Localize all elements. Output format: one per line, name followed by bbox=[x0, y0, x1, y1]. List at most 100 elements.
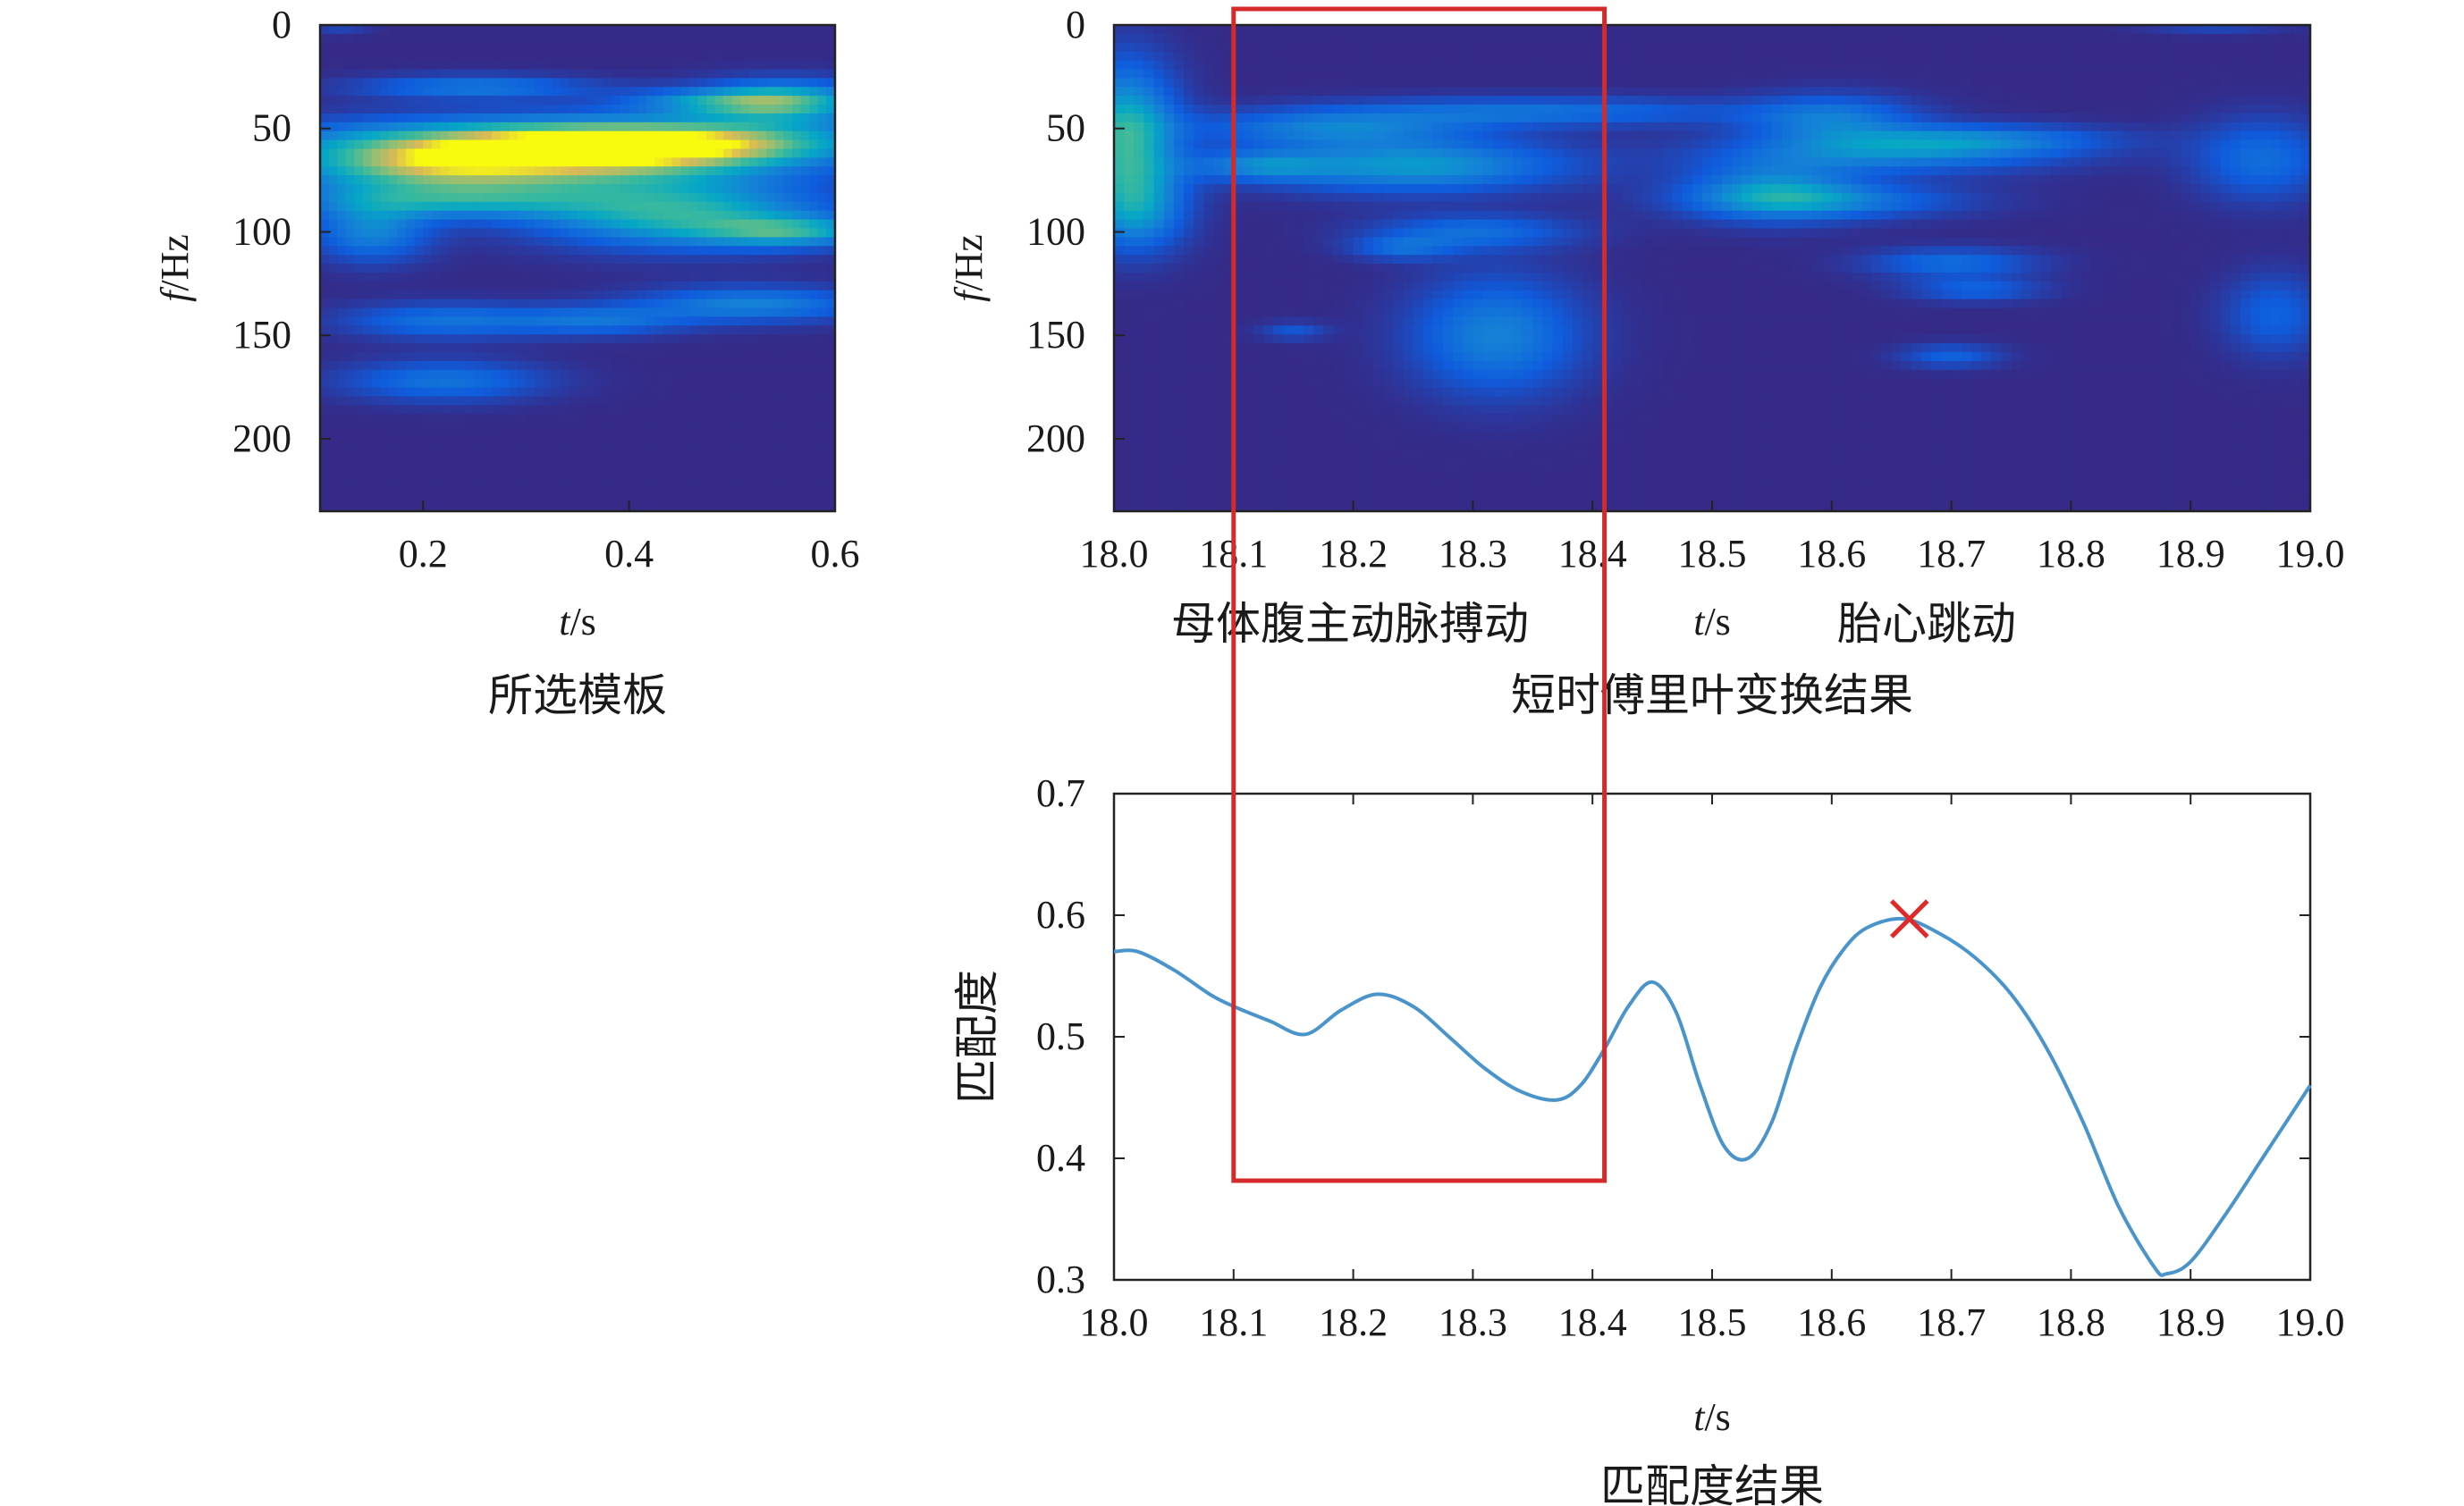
template-cell bbox=[817, 255, 827, 265]
template-cell bbox=[492, 201, 502, 212]
template-cell bbox=[731, 237, 741, 247]
stft-cell bbox=[1343, 122, 1354, 132]
stft-cell bbox=[1273, 316, 1285, 326]
template-cell bbox=[578, 475, 587, 485]
template-cell bbox=[337, 25, 347, 35]
stft-cell bbox=[1372, 325, 1384, 335]
template-cell bbox=[723, 246, 733, 256]
template-cell bbox=[766, 105, 776, 114]
template-cell bbox=[714, 175, 724, 185]
template-cell bbox=[714, 192, 724, 203]
stft-cell bbox=[1372, 210, 1384, 221]
stft-cell bbox=[1173, 458, 1185, 468]
template-cell bbox=[397, 33, 407, 44]
template-cell bbox=[603, 343, 612, 353]
template-cell bbox=[586, 369, 595, 380]
stft-cell bbox=[1333, 307, 1345, 317]
template-cell bbox=[578, 25, 587, 35]
template-cell bbox=[517, 502, 527, 512]
template-cell bbox=[500, 431, 510, 442]
template-cell bbox=[714, 369, 724, 380]
template-cell bbox=[569, 360, 578, 371]
template-cell bbox=[714, 157, 724, 167]
stft-cell bbox=[1233, 378, 1245, 389]
stft-cell bbox=[1194, 360, 1204, 371]
template-cell bbox=[697, 325, 707, 335]
template-cell bbox=[560, 96, 570, 105]
template-cell bbox=[749, 192, 759, 203]
template-cell bbox=[800, 378, 810, 389]
stft-cell bbox=[1372, 484, 1384, 494]
template-cell bbox=[431, 281, 441, 291]
stft-cell bbox=[1393, 290, 1404, 300]
template-cell bbox=[826, 60, 836, 71]
template-cell bbox=[414, 360, 424, 371]
stft-cell bbox=[1372, 467, 1384, 477]
template-cell bbox=[697, 51, 707, 62]
stft-cell bbox=[1124, 431, 1135, 442]
template-cell bbox=[800, 25, 810, 35]
template-cell bbox=[697, 405, 707, 415]
template-cell bbox=[431, 175, 441, 185]
template-cell bbox=[517, 264, 527, 273]
template-cell bbox=[706, 42, 716, 53]
stft-cell bbox=[1323, 467, 1334, 477]
stft-cell bbox=[1253, 166, 1264, 176]
template-cell bbox=[560, 51, 570, 62]
template-cell bbox=[492, 33, 502, 44]
template-cell bbox=[492, 184, 502, 194]
stft-cell bbox=[1303, 237, 1314, 247]
template-cell bbox=[474, 210, 484, 221]
stft-cell bbox=[1333, 272, 1345, 282]
stft-cell bbox=[1233, 148, 1245, 158]
template-cell bbox=[492, 475, 502, 485]
template-cell bbox=[320, 502, 330, 512]
stft-cell bbox=[1143, 414, 1155, 424]
template-cell bbox=[800, 449, 810, 459]
stft-cell bbox=[1114, 378, 1125, 389]
template-cell bbox=[466, 325, 476, 335]
template-cell bbox=[569, 130, 578, 141]
stft-cell bbox=[1243, 414, 1254, 424]
template-cell bbox=[388, 148, 398, 158]
stft-cell bbox=[1173, 237, 1185, 247]
template-cell bbox=[457, 201, 467, 212]
stft-cell bbox=[1253, 96, 1264, 105]
template-cell bbox=[800, 60, 810, 71]
template-cell bbox=[749, 493, 759, 503]
stft-cell bbox=[1353, 325, 1364, 335]
stft-cell bbox=[1203, 458, 1215, 468]
template-cell bbox=[757, 192, 767, 203]
template-cell bbox=[363, 423, 373, 433]
template-cell bbox=[449, 69, 459, 79]
stft-cell bbox=[1184, 484, 1194, 494]
template-cell bbox=[757, 387, 767, 398]
template-cell bbox=[800, 290, 810, 300]
template-cell bbox=[569, 175, 578, 185]
template-cell bbox=[603, 502, 612, 512]
template-cell bbox=[766, 431, 776, 442]
template-cell bbox=[646, 51, 655, 62]
template-cell bbox=[543, 264, 553, 273]
template-cell bbox=[414, 78, 424, 88]
stft-cell bbox=[1403, 440, 1414, 450]
stft-cell bbox=[1203, 378, 1215, 389]
template-cell bbox=[397, 458, 407, 468]
template-cell bbox=[380, 105, 390, 114]
template-cell bbox=[697, 42, 707, 53]
template-cell bbox=[517, 343, 527, 353]
template-cell bbox=[569, 255, 578, 265]
template-cell bbox=[688, 69, 698, 79]
template-cell bbox=[535, 325, 544, 335]
template-cell bbox=[388, 122, 398, 132]
stft-cell bbox=[1283, 369, 1295, 380]
template-cell bbox=[637, 69, 647, 79]
stft-cell bbox=[1273, 51, 1285, 62]
template-cell bbox=[535, 228, 544, 238]
template-cell bbox=[757, 219, 767, 230]
stft-cell bbox=[1153, 396, 1165, 406]
template-cell bbox=[586, 484, 595, 494]
template-cell bbox=[569, 237, 578, 247]
template-cell bbox=[509, 201, 519, 212]
stft-cell bbox=[1283, 42, 1295, 53]
